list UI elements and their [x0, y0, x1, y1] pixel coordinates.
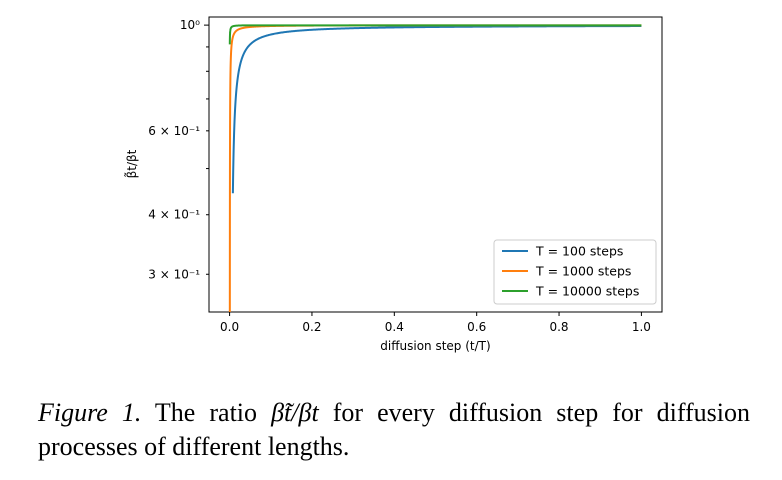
legend-frame: [493, 239, 657, 305]
x-tick-label: 0.0: [220, 320, 239, 334]
x-axis-label: diffusion step (t/T): [380, 339, 490, 353]
y-tick-label: 3 × 10⁻¹: [148, 267, 200, 281]
series-line-100: [231, 25, 642, 195]
y-tick-label: 6 × 10⁻¹: [148, 124, 200, 138]
caption-label: Figure 1.: [38, 398, 142, 427]
series-line-1000: [228, 24, 642, 312]
legend-label-10000: T = 10000 steps: [535, 284, 639, 299]
x-tick-label: 0.2: [302, 320, 321, 334]
y-axis-label: β̃t/βt: [124, 149, 139, 178]
caption-math: β̃t/βt: [271, 398, 319, 427]
x-tick-label: 0.6: [467, 320, 486, 334]
x-tick-label: 0.8: [549, 320, 568, 334]
legend-label-100: T = 100 steps: [535, 244, 623, 259]
caption-suffix: for every diffusion step for diffusion p…: [38, 398, 751, 461]
legend-label-1000: T = 1000 steps: [535, 264, 631, 279]
series-line-10000: [228, 24, 642, 46]
y-tick-label: 10⁰: [180, 18, 200, 32]
legend: T = 100 steps T = 1000 steps T = 10000 ste…: [493, 239, 657, 305]
plot-area: [208, 16, 663, 313]
caption-prefix: The ratio: [154, 398, 258, 427]
x-tick-label: 1.0: [632, 320, 651, 334]
figure-caption: Figure 1. The ratio β̃t/βt for every dif…: [38, 396, 750, 464]
chart: 0.0 0.2 0.4 0.6 0.8 1.0 10⁰ 3 × 10⁻¹ 4 × 10⁻¹ 6 ×…: [124, 16, 663, 353]
x-tick-label: 0.4: [385, 320, 404, 334]
y-tick-label: 4 × 10⁻¹: [148, 208, 200, 222]
